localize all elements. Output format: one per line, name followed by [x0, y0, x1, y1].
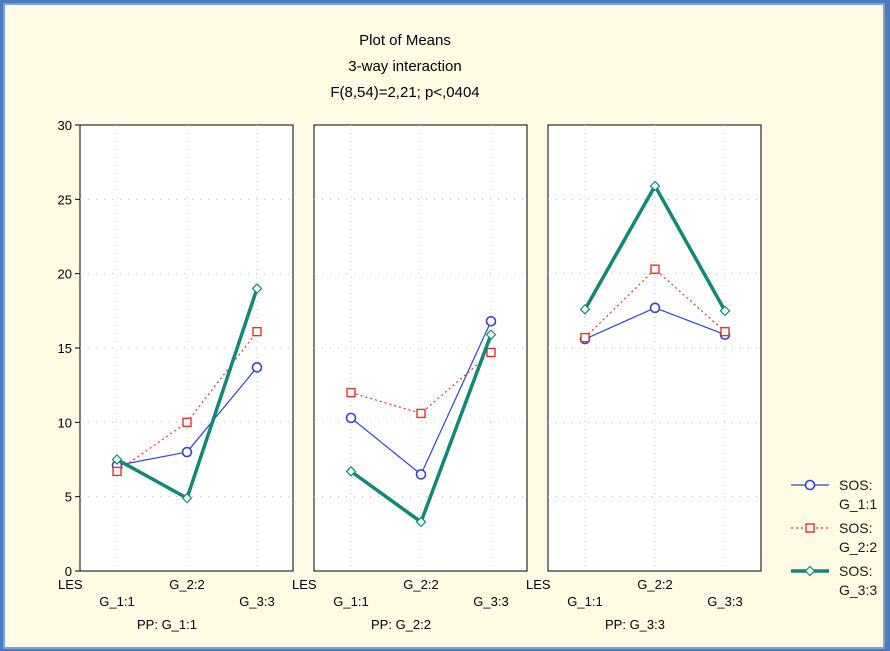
legend-label-line1: SOS:	[839, 563, 872, 579]
data-point-sos-2	[112, 466, 122, 477]
x-tick-label: G_1:1	[567, 594, 602, 609]
panel-3	[547, 124, 762, 572]
data-point-sos-3	[345, 466, 357, 477]
x-tick-label: G_3:3	[473, 594, 508, 609]
data-point-sos-2	[346, 387, 356, 398]
chart-statistic: F(8,54)=2,21; p<,0404	[330, 84, 479, 101]
data-point-sos-1	[181, 446, 193, 458]
chart-canvas: Plot of Means 3-way interaction F(8,54)=…	[58, 32, 878, 632]
x-axis-label-les: LES	[292, 577, 317, 592]
legend-label-line2: G_1:1	[839, 496, 877, 512]
data-point-sos-3	[111, 454, 123, 465]
data-point-sos-1	[415, 469, 427, 480]
chart-frame: Plot of Means 3-way interaction F(8,54)=…	[3, 3, 885, 649]
data-point-sos-3	[579, 303, 591, 315]
panel-label: PP: G_1:1	[137, 617, 197, 632]
legend-label-line2: G_2:2	[839, 539, 877, 555]
legend-marker-sos-3	[804, 565, 816, 577]
x-tick-label: G_2:2	[403, 577, 438, 592]
x-tick-label: G_3:3	[707, 594, 742, 609]
x-tick-label: G_1:1	[333, 594, 368, 609]
legend-label-line2: G_3:3	[839, 582, 877, 598]
x-tick-label: G_2:2	[637, 577, 672, 592]
data-point-sos-2	[182, 417, 192, 428]
y-tick-label: 0	[65, 564, 72, 579]
panel-1	[79, 124, 294, 572]
legend-label-line1: SOS:	[839, 520, 872, 536]
data-point-sos-2	[252, 326, 262, 337]
data-point-sos-2	[486, 347, 496, 358]
data-point-sos-1	[649, 302, 661, 314]
panel-label: PP: G_2:2	[371, 617, 431, 632]
y-tick-label: 20	[58, 267, 72, 282]
y-tick-label: 30	[58, 118, 72, 133]
data-point-sos-1	[345, 412, 357, 424]
chart-title: Plot of Means	[359, 32, 451, 49]
y-tick-label: 15	[58, 341, 72, 356]
y-tick-label: 5	[65, 490, 72, 505]
data-point-sos-2	[720, 326, 730, 337]
x-tick-label: G_3:3	[239, 594, 274, 609]
y-tick-label: 10	[58, 415, 72, 430]
data-point-sos-3	[485, 329, 497, 340]
data-point-sos-2	[416, 408, 426, 419]
data-point-sos-2	[650, 264, 660, 274]
y-tick-label: 25	[58, 192, 72, 207]
data-point-sos-1	[485, 315, 497, 327]
x-axis-label-les: LES	[58, 577, 83, 592]
x-tick-label: G_1:1	[99, 594, 134, 609]
data-point-sos-2	[580, 332, 590, 343]
data-point-sos-3	[719, 305, 731, 317]
data-point-sos-1	[251, 362, 263, 373]
x-axis-label-les: LES	[526, 577, 551, 592]
series-line-sos-2	[584, 268, 726, 339]
legend-marker-sos-2	[805, 523, 815, 533]
data-point-sos-3	[251, 283, 263, 294]
data-point-sos-3	[649, 180, 661, 192]
panel-label: PP: G_3:3	[605, 617, 665, 632]
chart-subtitle: 3-way interaction	[348, 58, 461, 75]
data-point-sos-3	[181, 492, 193, 504]
legend-marker-sos-1	[804, 479, 816, 491]
legend-label-line1: SOS:	[839, 477, 872, 493]
data-point-sos-3	[415, 516, 427, 528]
x-tick-label: G_2:2	[169, 577, 204, 592]
